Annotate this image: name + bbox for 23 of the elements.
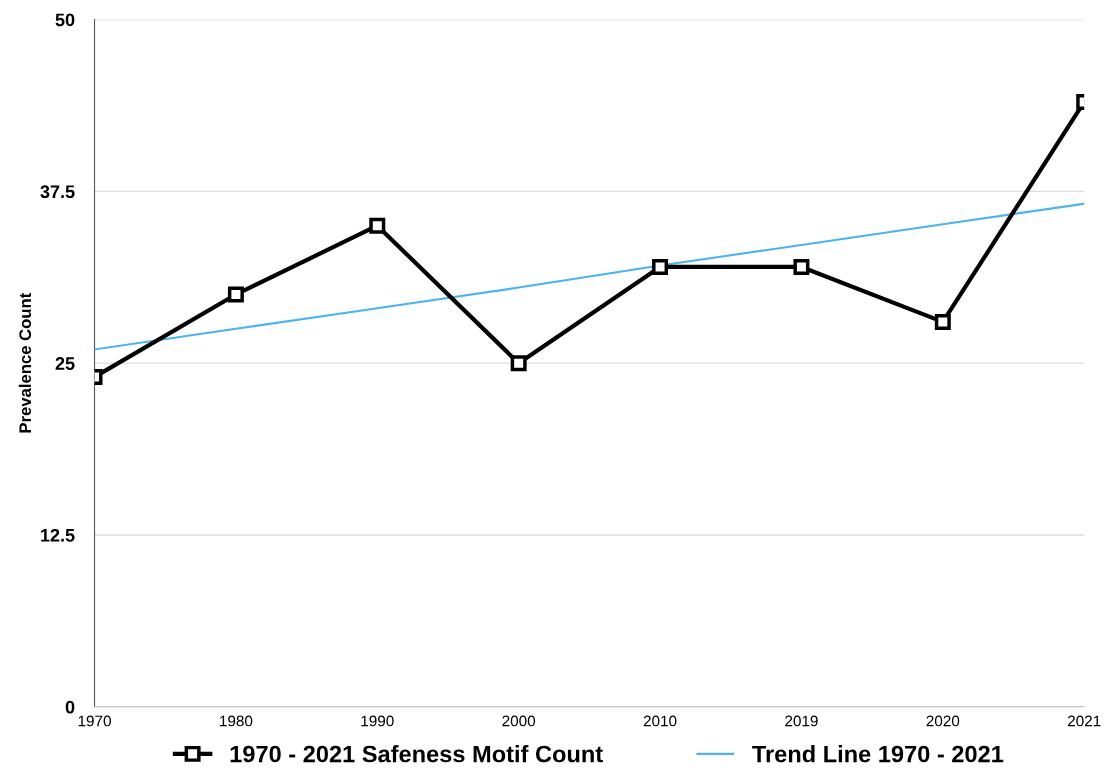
- legend-label: Trend Line 1970 - 2021: [752, 745, 1004, 763]
- y-tick-label: 12.5: [41, 528, 75, 542]
- y-tick-label: 37.5: [40, 185, 75, 199]
- point: [793, 258, 810, 275]
- point: [652, 258, 669, 275]
- x-tick-label: 2021: [1067, 715, 1101, 727]
- point: [227, 286, 244, 303]
- point: [934, 313, 951, 330]
- x-tick-label: 1980: [220, 715, 253, 727]
- x-tick-label: 1990: [361, 715, 394, 727]
- y-axis-title: Prevalence Count: [18, 292, 32, 433]
- y-tick-label: 50: [55, 13, 75, 27]
- point: [369, 217, 386, 234]
- x-tick-label: 1970: [78, 715, 111, 727]
- x-tick-label: 2020: [926, 715, 960, 727]
- point: [510, 355, 527, 372]
- x-tick-label: 2010: [643, 715, 677, 727]
- line-series: [94, 202, 1085, 351]
- y-tick-label: 25: [55, 357, 75, 370]
- legend-label: 1970 - 2021 Safeness Motif Count: [230, 745, 603, 763]
- x-tick-label: 2000: [502, 715, 536, 727]
- y-tick-label: 0: [65, 700, 75, 714]
- x-tick-label: 2019: [785, 715, 818, 727]
